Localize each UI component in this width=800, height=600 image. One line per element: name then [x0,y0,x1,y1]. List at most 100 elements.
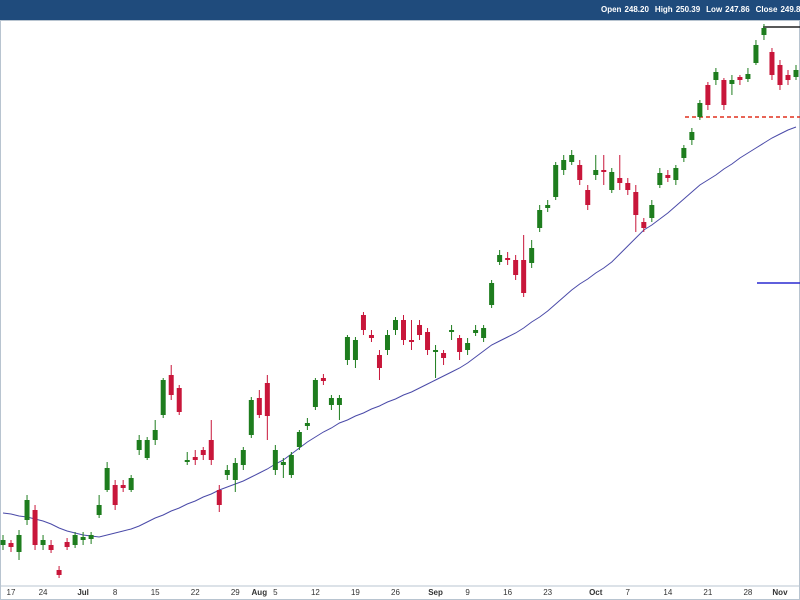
x-tick-label: 23 [543,588,552,597]
candle-body [280,462,286,465]
candle-body [40,540,46,545]
candle-body [721,80,727,105]
candle-body [681,148,687,158]
candle-body [705,85,711,105]
candle-body [585,190,591,205]
candle-body [240,450,246,465]
candle-body [465,343,471,350]
candle-body [120,485,126,488]
x-tick-label: 16 [503,588,512,597]
candle-body [160,380,166,415]
candle-body [168,375,174,395]
candle-body [272,450,278,470]
candle-body [0,540,6,545]
candle-body [417,325,423,335]
readout-value: 250.39 [676,5,701,14]
candle-body [505,258,511,260]
candle-body [152,430,158,440]
candle-body [521,260,527,293]
candle-body [296,432,302,447]
candle-body [88,535,94,539]
candle-body [753,45,759,63]
x-tick-label: 26 [391,588,400,597]
candle-body [360,315,366,330]
candle-body [144,440,150,458]
x-tick-label: 19 [351,588,360,597]
candle-body [320,378,326,381]
candle-body [457,338,463,352]
candle-body [136,440,142,450]
candle-body [72,535,78,545]
readout-value: 247.86 [725,5,750,14]
candle-body [673,168,679,180]
candle-body [80,537,86,540]
candle-body [785,75,791,80]
candle-body [224,470,230,475]
candle-body [352,340,358,360]
candle-body [617,178,623,183]
candle-body [769,52,775,75]
candle-body [481,328,487,338]
candle-body [601,170,607,172]
readout-label: Low [706,5,723,14]
candle-body [56,570,62,575]
moving-average-line [2,126,797,538]
x-tick-label: 5 [273,588,278,597]
candle-body [128,478,134,490]
candle-body [745,74,751,79]
candle-body [409,340,415,342]
x-tick-label: 9 [465,588,470,597]
candle-body [665,175,671,178]
x-tick-label: 29 [231,588,240,597]
x-tick-label: 17 [7,588,16,597]
candle-body [569,155,575,162]
candle-body [96,505,102,515]
candle-body [401,320,407,340]
candle-body [537,210,543,228]
x-tick-label: 15 [151,588,160,597]
candle-body [713,72,719,80]
x-tick-label: 14 [663,588,672,597]
candle-body [473,330,479,333]
x-tick-label: 8 [113,588,118,597]
candle-body [545,205,551,208]
candle-body [737,77,743,80]
x-tick-label: 12 [311,588,320,597]
candle-body [641,222,647,228]
readout-label: Close [756,5,778,14]
candle-body [425,332,431,350]
candle-body [48,545,54,550]
candle-body [232,463,238,480]
candle-body [288,455,294,475]
x-tick-label: 28 [743,588,752,597]
candle-body [248,400,254,435]
candle-body [256,398,262,415]
candle-body [793,70,799,77]
candle-body [192,457,198,460]
header-bar [0,0,800,20]
candle-body [697,103,703,117]
plot-area: 17 24 Jul 8 15 22 29 Aug 5 12 19 26 Sep 9 16 23 Oct 7 14 21… [0,24,800,597]
candle-body [184,460,190,462]
candle-body [312,380,318,407]
candle-body [200,450,206,455]
x-tick-label: Sep [428,588,443,597]
x-tick-label: 21 [703,588,712,597]
candle-body [761,28,767,35]
candle-body [304,423,310,426]
candle-body [344,337,350,360]
candle-body [497,255,503,262]
candle-body [625,183,631,190]
candle-body [729,80,735,84]
x-tick-label: 7 [626,588,631,597]
x-tick-label: 22 [191,588,200,597]
candle-body [593,170,599,175]
x-tick-label: Oct [589,588,603,597]
candle-body [16,535,22,552]
candle-body [376,355,382,368]
candle-body [649,205,655,218]
